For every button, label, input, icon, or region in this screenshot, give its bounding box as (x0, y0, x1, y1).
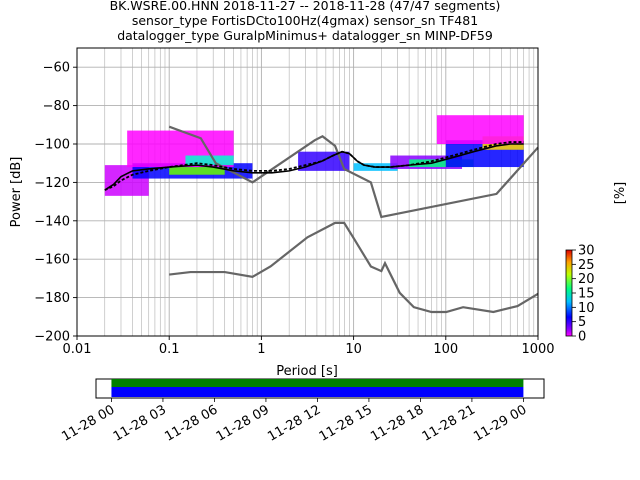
coverage-tick-label: 11-28 03 (111, 402, 169, 444)
colorbar-tick-label: 0 (578, 330, 586, 345)
coverage-tick-label: 11-28 09 (214, 402, 272, 444)
y-axis-ticks: −200 −180 −160 −140 −120 −100 −80 −60 (34, 61, 77, 345)
psd-density-cell (169, 167, 225, 175)
y-tick-label: −100 (34, 138, 70, 153)
coverage-tick-label: 11-28 21 (420, 402, 478, 444)
y-tick-label: −120 (34, 176, 70, 191)
colorbar-tick-label: 20 (578, 272, 595, 287)
grid-lines (76, 48, 538, 337)
psd-density-cell (409, 159, 474, 168)
title-line-3: datalogger_type GuralpMinimus+ datalogge… (117, 28, 493, 43)
y-tick-label: −80 (43, 99, 70, 114)
coverage-tick-label: 11-28 15 (317, 402, 375, 444)
x-tick-label: 0.01 (63, 342, 92, 357)
coverage-data-top (111, 379, 524, 387)
y-tick-label: −160 (34, 253, 70, 268)
psd-mean-curve (104, 143, 524, 191)
colorbar-gradient (565, 249, 573, 337)
noise-model-curves (168, 125, 539, 314)
y-tick-label: −140 (34, 214, 70, 229)
title-line-2: sensor_type FortisDCto100Hz(4gmax) senso… (132, 13, 478, 28)
plot-frame (76, 47, 539, 337)
y-tick-label: −200 (34, 330, 70, 345)
colorbar-tick-label: 10 (578, 301, 595, 316)
psd-plot-area: 0.01 0.1 1 10 100 1000 −200 −180 −160 −140 −120 −1… (34, 47, 555, 357)
y-axis-label: Power [dB] (9, 157, 24, 228)
x-tick-label: 100 (433, 342, 458, 357)
colorbar-tick-label: 30 (578, 244, 595, 259)
coverage-tick-label: 11-28 00 (59, 402, 117, 444)
psd-density-cell (436, 115, 524, 144)
psd-density-cell (298, 151, 350, 171)
coverage-tick-label: 11-29 00 (471, 402, 529, 444)
y-tick-label: −180 (34, 291, 70, 306)
x-tick-label: 1000 (521, 342, 554, 357)
noise-model-nlnm (169, 221, 539, 314)
chart-title: BK.WSRE.00.HNN 2018-11-27 -- 2018-11-28 … (110, 0, 501, 43)
noise-model-nhnm (168, 125, 539, 219)
title-line-1: BK.WSRE.00.HNN 2018-11-27 -- 2018-11-28 … (110, 0, 501, 13)
coverage-tick-label: 11-28 18 (368, 402, 426, 444)
x-axis-label: Period [s] (276, 364, 338, 379)
psd-density-cell (185, 155, 234, 166)
colorbar-label: [%] (613, 182, 628, 205)
colorbar-tick-label: 5 (578, 315, 586, 330)
coverage-data-bottom (111, 387, 524, 397)
plot-background (77, 48, 538, 336)
coverage-tick-label: 11-28 12 (265, 402, 323, 444)
x-tick-label: 10 (345, 342, 362, 357)
x-tick-label: 1 (257, 342, 265, 357)
coverage-tick-label: 11-28 06 (162, 402, 220, 444)
colorbar-tick-label: 25 (578, 258, 595, 273)
x-tick-label: 0.1 (159, 342, 180, 357)
x-axis-ticks: 0.01 0.1 1 10 100 1000 (63, 336, 555, 357)
y-tick-label: −60 (43, 61, 70, 76)
colorbar-tick-label: 15 (578, 287, 595, 302)
psd-statistic-curves (104, 141, 524, 191)
